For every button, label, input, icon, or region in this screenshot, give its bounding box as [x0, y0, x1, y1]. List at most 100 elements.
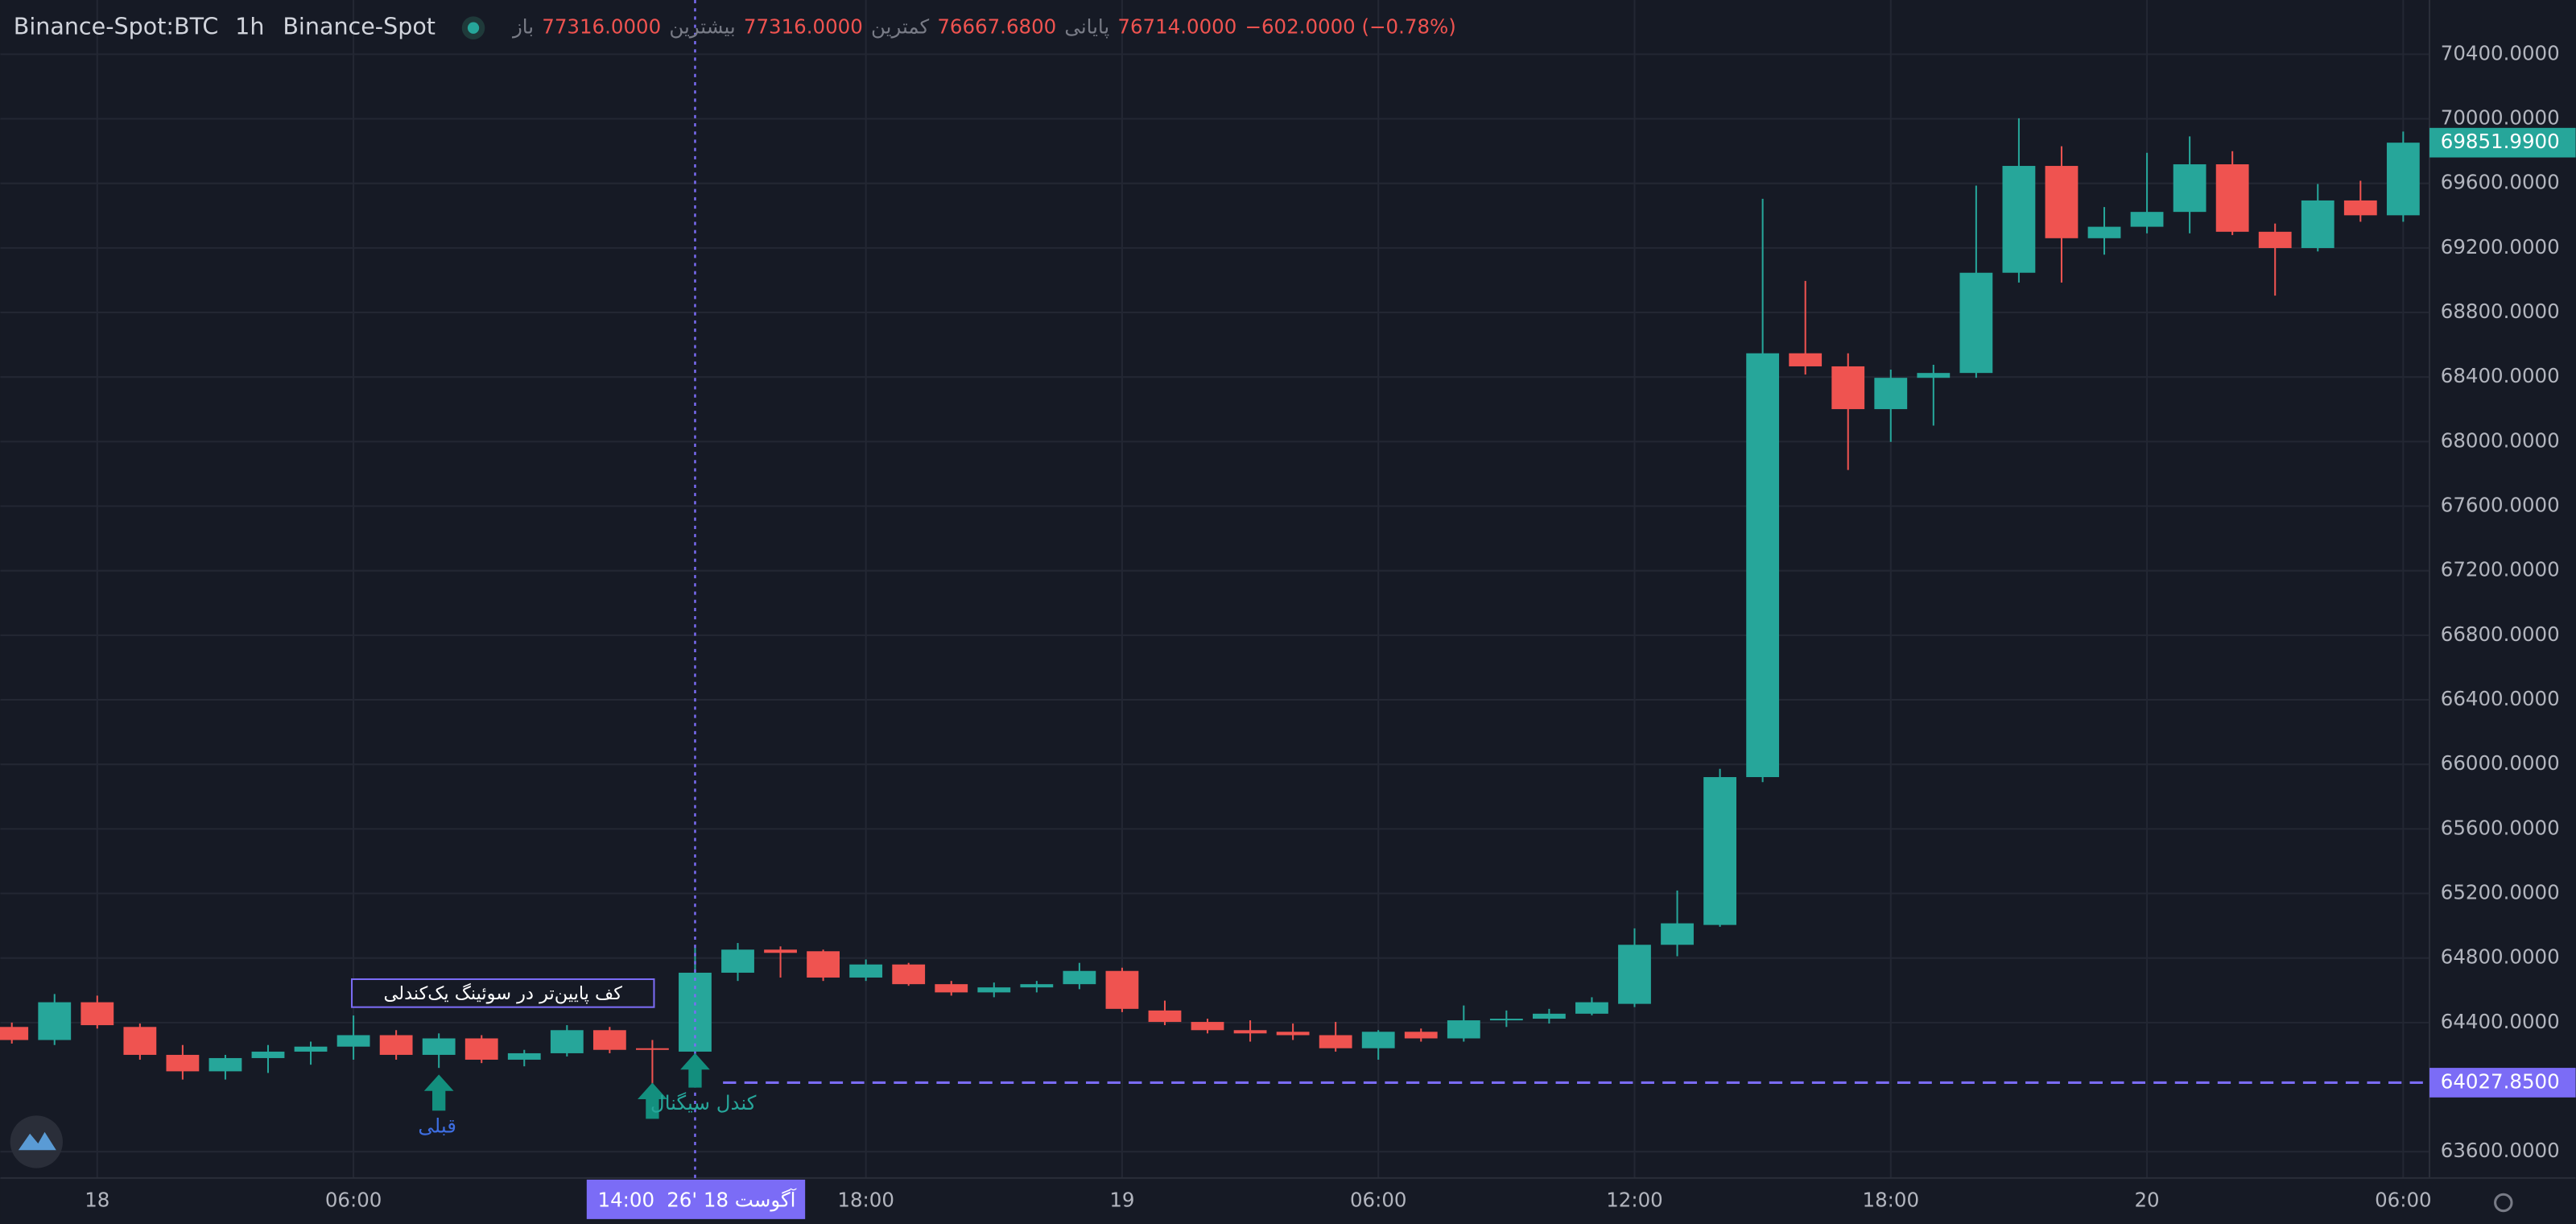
y-tick-label: 66000.0000 — [2441, 751, 2560, 775]
candle-body — [1361, 1032, 1395, 1048]
candle-body — [2045, 166, 2079, 238]
candle-body — [1746, 353, 1780, 778]
candle-body — [1148, 1010, 1182, 1023]
arrow-up — [680, 1052, 710, 1088]
last-price-label: 69851.9900 — [2441, 130, 2560, 153]
candle-body — [2087, 226, 2121, 238]
y-tick-label: 67200.0000 — [2441, 558, 2560, 581]
arrow-up — [638, 1082, 667, 1119]
candle-body — [721, 949, 754, 973]
candle-body — [1020, 984, 1054, 988]
annotation: کف پایین‌تر در سوئینگ یک‌کندلی — [384, 982, 623, 1004]
candle-body — [2215, 164, 2249, 232]
candle-body — [1489, 1019, 1523, 1021]
x-tick-label: 06:00 — [325, 1188, 382, 1211]
exchange: Binance-Spot — [283, 13, 436, 40]
candle-body — [1447, 1020, 1480, 1039]
time-axis: 18 06:00 18:00 19 06:00 12:00 18:00 20 06:00 — [85, 1188, 2431, 1211]
y-tick-label: 64800.0000 — [2441, 945, 2560, 969]
candle-body — [1404, 1032, 1438, 1039]
candle-body — [422, 1038, 456, 1055]
candle-body — [507, 1052, 541, 1060]
candle-body — [1618, 945, 1651, 1004]
candle-body — [1233, 1030, 1267, 1034]
candle-body — [1959, 272, 1993, 374]
price-line-label: 64027.8500 — [2441, 1069, 2560, 1093]
candle-body — [464, 1038, 498, 1060]
candle-body — [2343, 200, 2377, 216]
candle-body — [1831, 366, 1865, 410]
annotation-box — [351, 978, 655, 1008]
plot-area — [0, 118, 2429, 1085]
candle-body — [1874, 378, 1908, 410]
arrow-up — [423, 1074, 454, 1111]
y-tick-label: 67600.0000 — [2441, 494, 2560, 517]
header: Binance-Spot:BTC 1h Binance-Spot باز 7731… — [14, 13, 1456, 40]
candle-body — [2258, 231, 2292, 249]
candle-body — [1533, 1013, 1566, 1019]
legend-text: باز — [511, 15, 534, 39]
candle-body — [1063, 970, 1096, 985]
candle-body — [0, 1027, 29, 1040]
candle-body — [1575, 1002, 1608, 1014]
legend-text: پایانی — [1064, 15, 1109, 39]
candle-body — [1661, 923, 1694, 945]
candle-body — [1191, 1022, 1224, 1031]
candle-body — [294, 1046, 328, 1052]
legend-text: −602.0000 (−0.78%) — [1245, 15, 1455, 39]
grid — [0, 0, 2429, 1178]
candle-body — [336, 1035, 370, 1047]
price-line-label-box — [2429, 1068, 2576, 1098]
candle-body — [38, 1002, 72, 1040]
x-tick-label: 06:00 — [2375, 1188, 2432, 1211]
y-tick-label: 69200.0000 — [2441, 235, 2560, 258]
interval: 1h — [235, 13, 264, 40]
candle-body — [1703, 777, 1736, 925]
crosshair-date: 26' آگوست 18 — [667, 1188, 796, 1211]
y-tick-label: 68000.0000 — [2441, 428, 2560, 452]
candle-body — [892, 964, 926, 985]
symbol: Binance-Spot:BTC — [14, 13, 219, 40]
candle-body — [251, 1051, 285, 1058]
crosshair-time: 14:00 — [598, 1188, 655, 1211]
candle-body — [1917, 373, 1951, 378]
candle-body — [166, 1054, 200, 1072]
legend-text: 77316.0000 — [542, 15, 661, 39]
y-tick-label: 64400.0000 — [2441, 1010, 2560, 1033]
candle-body — [2002, 166, 2036, 273]
candle-body — [1276, 1032, 1310, 1036]
candle-body — [379, 1035, 413, 1055]
y-tick-label: 68800.0000 — [2441, 300, 2560, 323]
candle-body — [80, 1002, 114, 1026]
x-tick-label: 18:00 — [837, 1188, 894, 1211]
y-tick-label: 70000.0000 — [2441, 106, 2560, 130]
candle-body — [2301, 200, 2334, 249]
y-tick-label: 66800.0000 — [2441, 622, 2560, 646]
settings-icon[interactable] — [2494, 1193, 2513, 1213]
y-tick-label: 69600.0000 — [2441, 171, 2560, 194]
annotation: کندل سیگنال — [650, 1091, 757, 1114]
annotation: قبلی — [418, 1114, 456, 1138]
y-tick-label: 65600.0000 — [2441, 816, 2560, 839]
candle-body — [2173, 164, 2207, 213]
candle-body — [2386, 143, 2420, 216]
legend-text: 77316.0000 — [744, 15, 863, 39]
x-tick-label: 20 — [2134, 1188, 2159, 1211]
candle-body — [977, 987, 1011, 993]
candle-body — [849, 964, 883, 978]
candle-body — [2130, 212, 2164, 227]
y-tick-label: 63600.0000 — [2441, 1139, 2560, 1162]
x-tick-label: 19 — [1109, 1188, 1134, 1211]
candle-body — [764, 949, 797, 953]
candle-body — [807, 951, 840, 978]
candle-body — [1105, 970, 1139, 1009]
candle-body — [123, 1027, 157, 1055]
candle-body — [550, 1030, 584, 1053]
candle-body — [636, 1048, 669, 1050]
price-axis: 70400.0000 70000.0000 69600.0000 69200.0000… — [2429, 41, 2576, 1162]
y-tick-label: 66400.0000 — [2441, 687, 2560, 710]
x-tick-label: 12:00 — [1606, 1188, 1663, 1211]
x-tick-label: 06:00 — [1350, 1188, 1407, 1211]
legend-text: 76714.0000 — [1117, 15, 1236, 39]
